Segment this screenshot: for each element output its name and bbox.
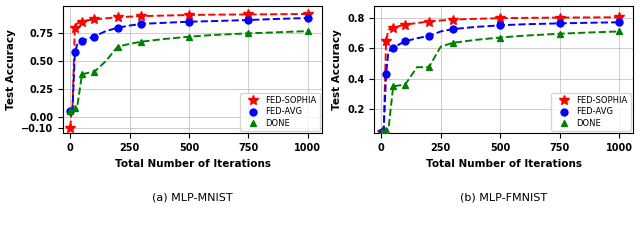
FED-SOPHIA — [244, 13, 252, 16]
DONE — [90, 71, 98, 74]
DONE — [114, 45, 122, 48]
FED-AVG — [389, 47, 397, 50]
DONE — [378, 130, 385, 133]
FED-SOPHIA — [497, 17, 504, 20]
FED-AVG — [449, 28, 456, 31]
FED-SOPHIA — [401, 23, 409, 26]
X-axis label: Total Number of Iterations: Total Number of Iterations — [115, 159, 271, 169]
DONE — [138, 40, 145, 43]
FED-AVG — [71, 51, 79, 54]
DONE — [401, 83, 409, 86]
FED-AVG — [304, 16, 312, 20]
FED-AVG — [425, 34, 433, 37]
Line: FED-AVG: FED-AVG — [378, 19, 623, 135]
FED-AVG — [67, 110, 74, 113]
FED-AVG — [401, 40, 409, 43]
FED-AVG — [185, 20, 193, 23]
DONE — [304, 30, 312, 32]
Line: FED-AVG: FED-AVG — [67, 14, 311, 115]
FED-SOPHIA — [114, 16, 122, 19]
Line: DONE: DONE — [378, 28, 623, 135]
DONE — [71, 106, 79, 109]
DONE — [425, 66, 433, 69]
FED-AVG — [138, 22, 145, 26]
Legend: FED-SOPHIA, FED-AVG, DONE: FED-SOPHIA, FED-AVG, DONE — [551, 93, 631, 131]
FED-SOPHIA — [556, 16, 563, 19]
FED-AVG — [78, 40, 86, 43]
FED-SOPHIA — [382, 39, 390, 42]
FED-AVG — [378, 130, 385, 133]
FED-SOPHIA — [78, 20, 86, 23]
DONE — [382, 128, 390, 131]
Line: DONE: DONE — [67, 28, 311, 115]
FED-SOPHIA — [304, 12, 312, 16]
FED-AVG — [114, 26, 122, 29]
X-axis label: Total Number of Iterations: Total Number of Iterations — [426, 159, 582, 169]
FED-SOPHIA — [138, 14, 145, 18]
FED-SOPHIA — [389, 26, 397, 29]
FED-AVG — [556, 22, 563, 25]
Line: FED-SOPHIA: FED-SOPHIA — [377, 12, 624, 137]
FED-SOPHIA — [615, 16, 623, 19]
DONE — [556, 32, 563, 35]
DONE — [389, 85, 397, 88]
FED-SOPHIA — [67, 126, 74, 129]
FED-AVG — [497, 24, 504, 27]
DONE — [78, 73, 86, 76]
FED-AVG — [244, 18, 252, 22]
Y-axis label: Test Accuracy: Test Accuracy — [6, 29, 15, 110]
FED-AVG — [90, 35, 98, 38]
FED-SOPHIA — [425, 20, 433, 23]
FED-AVG — [382, 72, 390, 76]
DONE — [185, 35, 193, 38]
DONE — [497, 36, 504, 39]
FED-SOPHIA — [90, 18, 98, 21]
Y-axis label: Test Accuracy: Test Accuracy — [332, 29, 342, 110]
FED-SOPHIA — [378, 130, 385, 133]
Line: FED-SOPHIA: FED-SOPHIA — [65, 9, 313, 133]
DONE — [615, 30, 623, 33]
Legend: FED-SOPHIA, FED-AVG, DONE: FED-SOPHIA, FED-AVG, DONE — [240, 93, 319, 131]
FED-SOPHIA — [71, 26, 79, 29]
Text: (b) MLP-FMNIST: (b) MLP-FMNIST — [460, 192, 547, 202]
Text: (a) MLP-MNIST: (a) MLP-MNIST — [152, 192, 233, 202]
FED-SOPHIA — [449, 18, 456, 21]
FED-AVG — [615, 21, 623, 24]
DONE — [67, 110, 74, 113]
DONE — [244, 32, 252, 35]
DONE — [449, 41, 456, 44]
FED-SOPHIA — [185, 14, 193, 16]
